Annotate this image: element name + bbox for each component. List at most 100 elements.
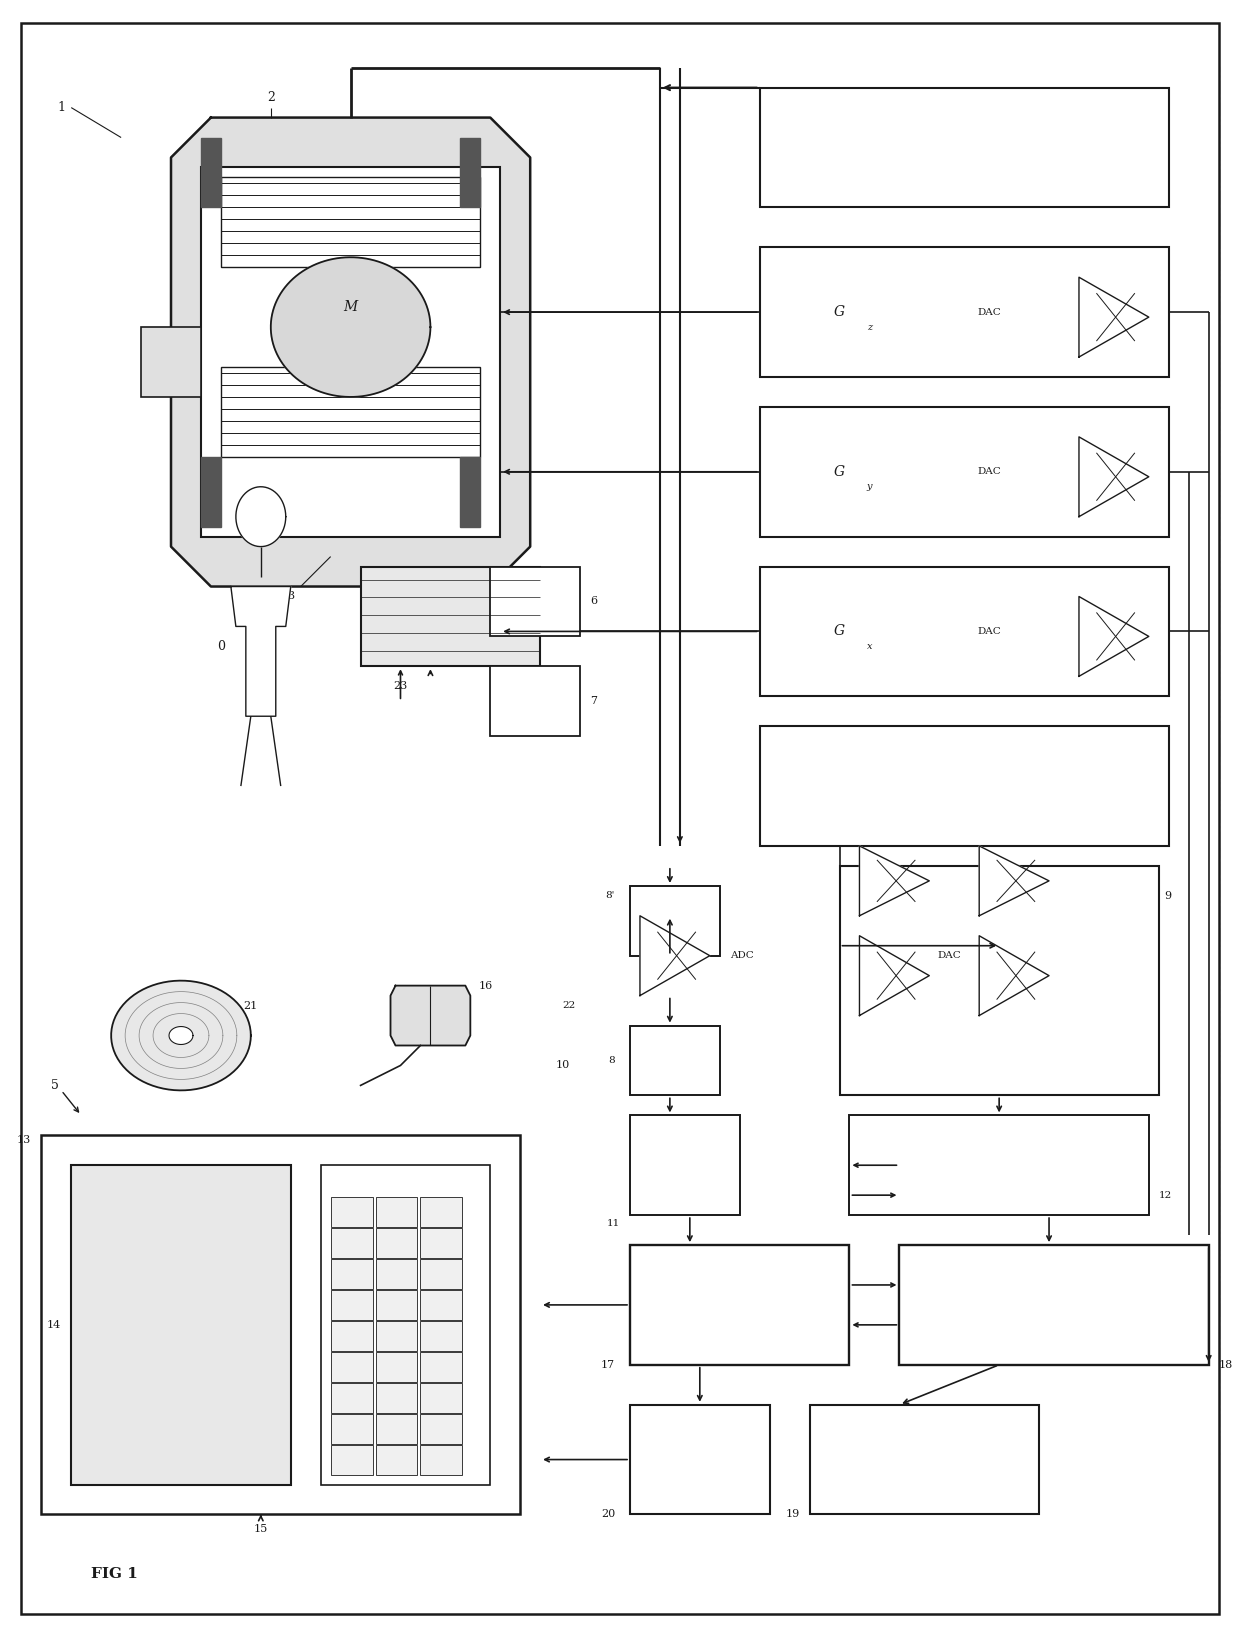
Text: G: G [835, 625, 846, 638]
Text: x: x [867, 641, 872, 651]
Bar [420, 1382, 463, 1412]
Bar [541, 846, 1219, 1454]
Text: 8': 8' [605, 892, 615, 900]
Bar [760, 88, 1169, 208]
Bar [331, 1229, 372, 1258]
Text: 11: 11 [606, 1219, 620, 1227]
Polygon shape [859, 936, 929, 1016]
Bar [839, 865, 1159, 1096]
Bar [331, 1289, 372, 1320]
Bar [420, 1229, 463, 1258]
Bar [849, 1116, 1148, 1216]
Bar [221, 177, 480, 267]
Text: 12: 12 [1159, 1191, 1172, 1199]
Bar [630, 885, 719, 955]
Bar [420, 1445, 463, 1474]
Bar [376, 1414, 418, 1443]
Bar [490, 666, 580, 736]
Bar [331, 1351, 372, 1382]
Bar [361, 566, 541, 666]
Bar [699, 67, 1219, 856]
Bar [41, 67, 660, 856]
Text: 10: 10 [556, 1060, 570, 1070]
Bar [420, 1289, 463, 1320]
Bar [321, 1165, 490, 1484]
Text: 8: 8 [609, 1055, 615, 1065]
Text: 13: 13 [17, 1135, 31, 1145]
Bar [376, 1289, 418, 1320]
Bar [760, 726, 1169, 846]
Text: 5: 5 [51, 1078, 60, 1091]
Bar [420, 1414, 463, 1443]
Bar [41, 1135, 521, 1515]
Bar [630, 1405, 770, 1515]
Bar [420, 1198, 463, 1227]
Text: 14: 14 [47, 1320, 61, 1330]
Bar [899, 1245, 1209, 1364]
Bar [71, 1165, 290, 1484]
Bar [810, 1405, 1039, 1515]
Bar [490, 566, 580, 636]
Bar [630, 1116, 740, 1216]
Text: 4: 4 [268, 502, 274, 512]
Text: 19: 19 [785, 1510, 800, 1520]
Polygon shape [1079, 276, 1148, 357]
Polygon shape [391, 985, 470, 1045]
Bar [331, 1414, 372, 1443]
Text: 17: 17 [601, 1360, 615, 1369]
Text: 7: 7 [590, 697, 598, 707]
Text: 9: 9 [1164, 892, 1171, 901]
Polygon shape [1079, 597, 1148, 676]
Text: 23: 23 [393, 681, 408, 692]
Polygon shape [236, 488, 285, 546]
Polygon shape [460, 137, 480, 208]
Text: 2: 2 [267, 92, 275, 105]
Bar [221, 366, 480, 456]
Text: DAC: DAC [977, 468, 1001, 476]
Text: DAC: DAC [977, 627, 1001, 636]
Text: 21: 21 [244, 1001, 258, 1011]
Text: G: G [835, 465, 846, 479]
Bar [376, 1351, 418, 1382]
Text: M: M [343, 299, 357, 314]
Text: 6: 6 [590, 597, 598, 607]
Bar [760, 247, 1169, 376]
Polygon shape [270, 257, 430, 398]
Polygon shape [171, 118, 531, 587]
Bar [331, 1382, 372, 1412]
Bar [376, 1198, 418, 1227]
Text: FIG 1: FIG 1 [92, 1567, 138, 1582]
Text: 16: 16 [479, 980, 492, 991]
Bar [760, 566, 1169, 697]
Polygon shape [980, 846, 1049, 916]
Bar [331, 1445, 372, 1474]
Text: y: y [867, 483, 872, 491]
Text: 0: 0 [217, 640, 224, 653]
Text: 20: 20 [600, 1510, 615, 1520]
Polygon shape [460, 456, 480, 527]
Bar [630, 1026, 719, 1096]
Bar [376, 1229, 418, 1258]
Text: 1: 1 [57, 101, 66, 115]
Bar [376, 1260, 418, 1289]
Bar [331, 1198, 372, 1227]
Polygon shape [231, 587, 290, 717]
Text: DAC: DAC [977, 308, 1001, 317]
Text: 15: 15 [254, 1525, 268, 1535]
Polygon shape [169, 1026, 193, 1044]
Bar [376, 1382, 418, 1412]
Text: G: G [835, 306, 846, 319]
Bar [141, 327, 201, 398]
Bar [331, 1320, 372, 1351]
Text: z: z [867, 322, 872, 332]
Bar [420, 1351, 463, 1382]
Polygon shape [201, 137, 221, 208]
Polygon shape [980, 936, 1049, 1016]
Text: 18: 18 [1219, 1360, 1233, 1369]
Polygon shape [1079, 437, 1148, 517]
Bar [630, 1245, 849, 1364]
Bar [760, 407, 1169, 537]
Text: DAC: DAC [937, 951, 961, 960]
Polygon shape [112, 980, 250, 1090]
Bar [201, 167, 500, 537]
